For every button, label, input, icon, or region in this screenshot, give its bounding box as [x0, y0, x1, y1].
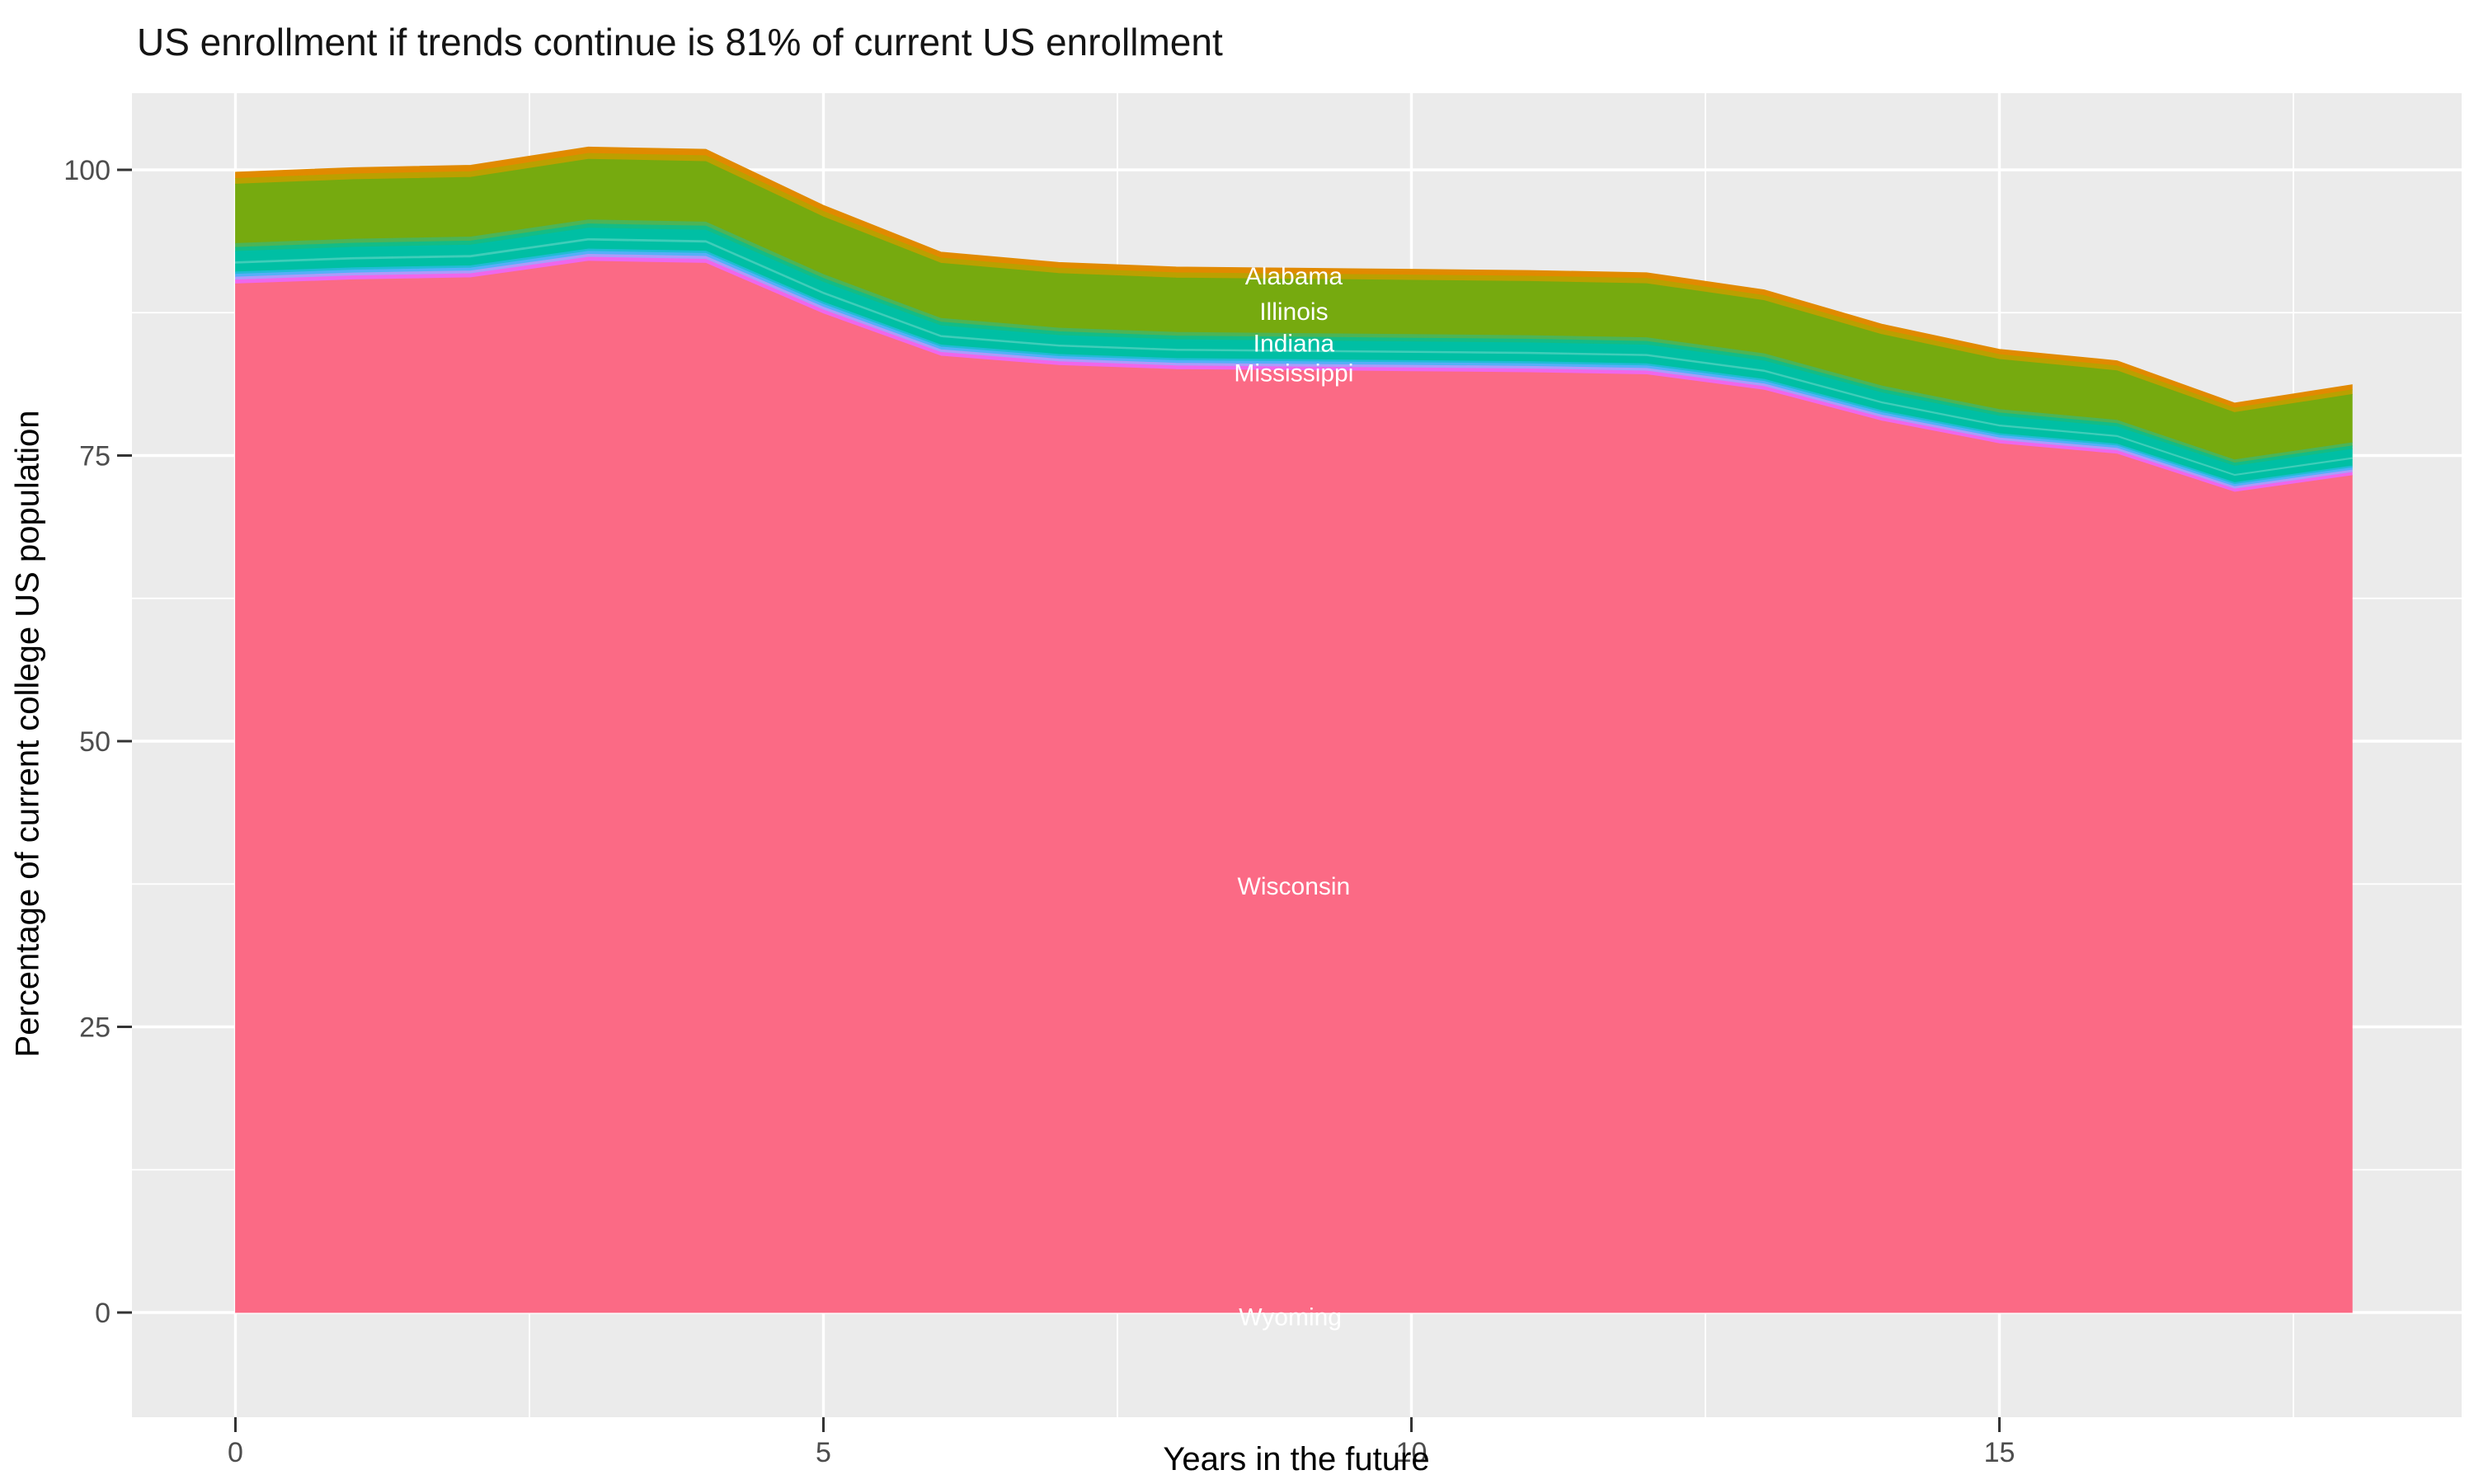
state-label-indiana: Indiana	[1253, 331, 1335, 358]
x-axis-title: Years in the future	[1163, 1441, 1430, 1477]
state-label-wyoming: Wyoming	[1239, 1304, 1342, 1331]
state-label-wisconsin: Wisconsin	[1238, 873, 1351, 900]
y-tick-label: 75	[79, 441, 111, 472]
x-tick-label: 15	[1984, 1437, 2015, 1468]
state-label-illinois: Illinois	[1259, 298, 1328, 326]
y-tick-label: 25	[79, 1012, 111, 1044]
y-tick-label: 0	[95, 1298, 111, 1329]
area-band-pink-band	[235, 261, 2353, 1313]
chart-title: US enrollment if trends continue is 81% …	[137, 21, 1223, 63]
state-label-alabama: Alabama	[1245, 263, 1343, 290]
x-tick-label: 0	[228, 1437, 243, 1468]
y-tick-label: 50	[79, 726, 111, 758]
y-tick-label: 100	[63, 155, 111, 186]
x-tick-label: 5	[816, 1437, 831, 1468]
state-label-mississippi: Mississippi	[1234, 360, 1353, 387]
x-tick-label: 10	[1396, 1437, 1427, 1468]
